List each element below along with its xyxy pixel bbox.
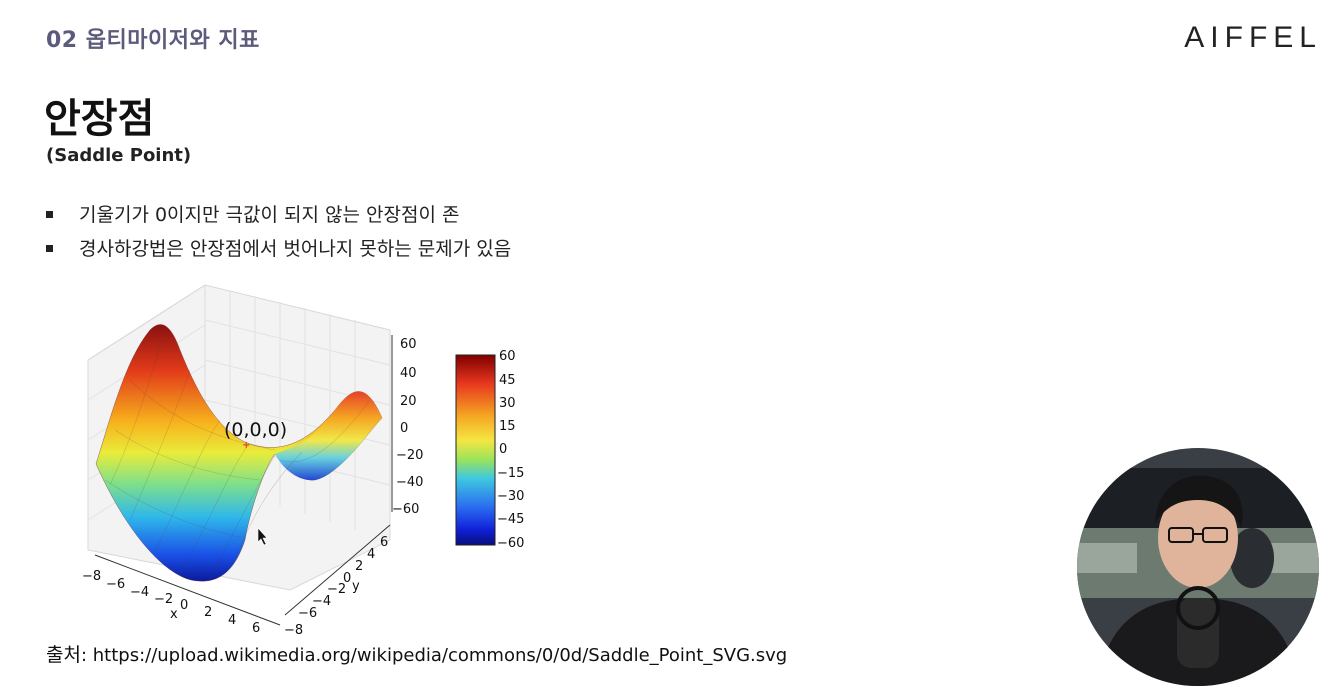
colorbar-tick-label: −15 xyxy=(497,466,524,481)
x-axis-label: x xyxy=(170,607,178,622)
z-tick-label: 0 xyxy=(400,421,408,436)
bullet-text: 경사하강법은 안장점에서 벗어나지 못하는 문제가 있음 xyxy=(79,238,512,260)
x-tick-label: 6 xyxy=(252,621,260,636)
x-tick-label: −6 xyxy=(106,577,125,592)
z-tick-label: −60 xyxy=(392,502,419,517)
y-tick-label: −6 xyxy=(298,606,317,621)
presenter-avatar-icon xyxy=(1077,448,1319,686)
presenter-webcam xyxy=(1077,448,1319,686)
y-tick-label: 0 xyxy=(343,571,351,586)
bullet-item: 경사하강법은 안장점에서 벗어나지 못하는 문제가 있음 xyxy=(46,232,511,266)
slide-title: 안장점 xyxy=(44,96,155,142)
section-label: 02 옵티마이저와 지표 xyxy=(46,28,260,53)
colorbar: 60 45 30 15 0 −15 −30 −45 −60 xyxy=(455,349,524,551)
y-tick-label: −2 xyxy=(327,582,346,597)
bullet-marker-icon xyxy=(46,211,53,218)
bullet-list: 기울기가 0이지만 극값이 되지 않는 안장점이 존 경사하강법은 안장점에서 … xyxy=(46,198,511,266)
z-tick-label: 20 xyxy=(400,394,417,409)
saddle-surface xyxy=(95,324,383,582)
bullet-text: 기울기가 0이지만 극값이 되지 않는 안장점이 존 xyxy=(79,204,460,226)
colorbar-tick-label: −60 xyxy=(497,536,524,551)
origin-point-label: (0,0,0) xyxy=(224,419,287,441)
colorbar-tick-label: 0 xyxy=(499,442,507,457)
x-tick-label: 0 xyxy=(180,598,188,613)
x-tick-label: −2 xyxy=(154,592,173,607)
x-axis: −8 −6 −4 −2 0 2 4 6 x xyxy=(82,554,281,636)
colorbar-tick-label: 15 xyxy=(499,419,516,434)
z-axis: 60 40 20 0 −20 −40 −60 xyxy=(391,335,423,517)
saddle-surface-plot: + (0,0,0) 60 40 20 0 −20 −40 −60 6 4 2 0 xyxy=(82,284,524,638)
z-tick-label: 60 xyxy=(400,337,417,352)
brand-logo: AIFFEL xyxy=(1184,21,1322,54)
y-tick-label: 4 xyxy=(367,547,375,562)
bullet-marker-icon xyxy=(46,245,53,252)
x-tick-label: 4 xyxy=(228,613,236,628)
bullet-item: 기울기가 0이지만 극값이 되지 않는 안장점이 존 xyxy=(46,198,511,232)
y-tick-label: 6 xyxy=(380,535,388,550)
y-axis-label: y xyxy=(352,579,360,594)
colorbar-tick-label: 60 xyxy=(499,349,516,364)
z-tick-label: −40 xyxy=(396,475,423,490)
y-tick-label: −4 xyxy=(312,594,331,609)
y-axis: 6 4 2 0 −2 −4 −6 −8 y xyxy=(284,524,391,638)
mouse-cursor-icon xyxy=(257,527,268,546)
source-url[interactable]: : https://upload.wikimedia.org/wikipedia… xyxy=(80,645,788,666)
colorbar-tick-label: −30 xyxy=(497,489,524,504)
x-tick-label: −4 xyxy=(130,585,149,600)
slide-subtitle: (Saddle Point) xyxy=(46,145,192,166)
saddle-point-figure: + (0,0,0) 60 40 20 0 −20 −40 −60 6 4 2 0 xyxy=(70,280,540,640)
x-tick-label: 2 xyxy=(204,605,212,620)
origin-marker-icon: + xyxy=(242,440,250,451)
colorbar-tick-label: −45 xyxy=(497,512,524,527)
source-citation: 출처: https://upload.wikimedia.org/wikiped… xyxy=(46,640,787,667)
source-prefix: 출처 xyxy=(46,644,81,666)
z-tick-label: 40 xyxy=(400,366,417,381)
colorbar-tick-label: 30 xyxy=(499,396,516,411)
x-tick-label: −8 xyxy=(82,569,101,584)
colorbar-tick-label: 45 xyxy=(499,373,516,388)
y-tick-label: 2 xyxy=(355,559,363,574)
y-tick-label: −8 xyxy=(284,623,303,638)
z-tick-label: −20 xyxy=(396,448,423,463)
